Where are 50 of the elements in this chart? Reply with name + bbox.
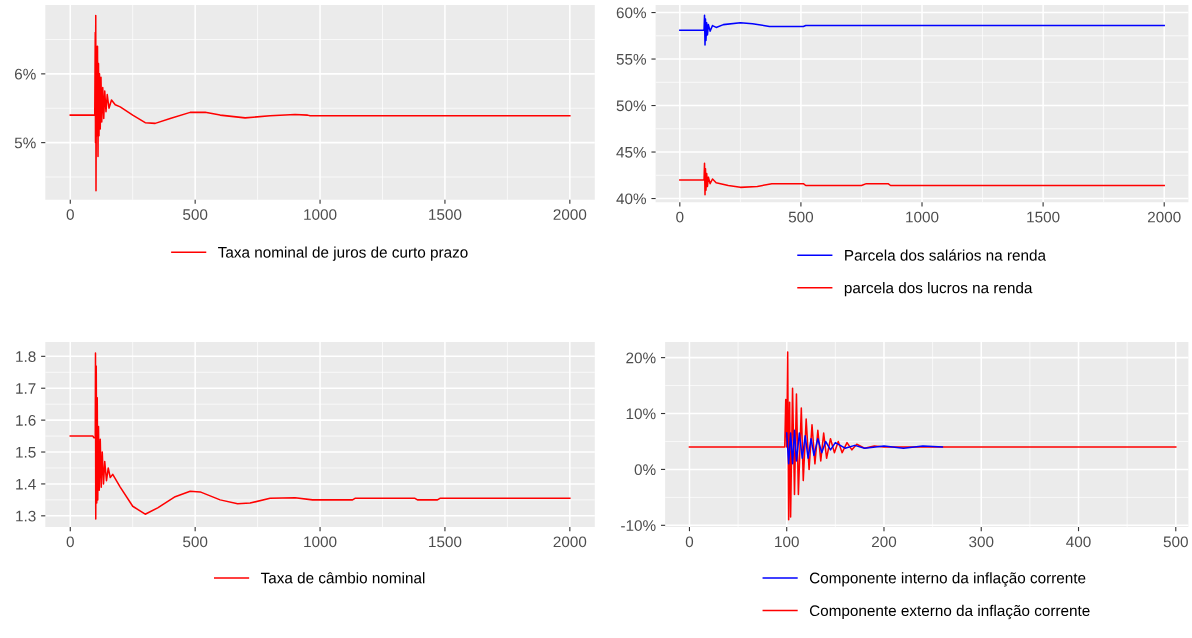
- x-tick-label: 1000: [304, 209, 337, 220]
- x-tick-label: 1000: [906, 211, 939, 223]
- y-tick-label: 0%: [634, 464, 656, 476]
- x-tick-label: 0: [66, 536, 74, 548]
- y-tick-label: 20%: [626, 352, 656, 364]
- line-series: [69, 14, 571, 192]
- x-tick-label: 0: [676, 211, 684, 223]
- line-series: [679, 14, 1165, 46]
- line-series: [688, 351, 1177, 521]
- x-tick-label: 2000: [1147, 211, 1181, 223]
- y-tick-label: 1.6: [16, 414, 36, 426]
- y-tick-label: 1.4: [16, 478, 36, 490]
- y-tick-label: 10%: [626, 408, 656, 420]
- x-tick-label: 2000: [553, 209, 587, 220]
- legend-label: Componente externo da inflação corrente: [809, 604, 1090, 620]
- y-tick-label: 1.5: [16, 447, 36, 458]
- x-tick-label: 1500: [1027, 211, 1060, 223]
- x-tick-label: 2000: [553, 536, 587, 548]
- y-tick-label: 60%: [616, 7, 647, 19]
- line-series: [679, 162, 1165, 196]
- y-tick-label: 1.3: [16, 510, 36, 522]
- line-series: [785, 429, 944, 465]
- y-tick-label: 50%: [616, 100, 647, 112]
- y-tick-label: 6%: [14, 68, 36, 80]
- legend-label: Taxa nominal de juros de curto prazo: [218, 246, 468, 261]
- legend-label: Parcela dos salários na renda: [845, 249, 1046, 261]
- x-tick-label: 0: [685, 536, 694, 548]
- legend-label: parcela dos lucros na renda: [844, 282, 1033, 297]
- y-tick-label: 40%: [616, 193, 647, 205]
- x-tick-label: 100: [775, 536, 799, 548]
- x-tick-label: 400: [1066, 536, 1091, 548]
- legend-label: Componente interno da inflação corrente: [809, 572, 1086, 587]
- x-tick-label: 500: [183, 536, 208, 548]
- legend-label: Taxa de câmbio nominal: [260, 572, 425, 584]
- x-tick-label: 200: [872, 536, 897, 548]
- x-tick-label: 300: [969, 536, 994, 548]
- x-tick-label: 0: [66, 209, 74, 220]
- y-tick-label: 1.7: [16, 383, 36, 394]
- x-tick-label: 1500: [429, 209, 462, 220]
- y-tick-label: 55%: [616, 53, 647, 65]
- y-tick-label: 5%: [14, 137, 36, 149]
- x-tick-label: 1500: [429, 536, 462, 548]
- x-tick-label: 500: [1163, 536, 1188, 548]
- x-tick-label: 1000: [304, 536, 337, 548]
- x-tick-label: 500: [183, 209, 208, 220]
- y-tick-label: 1.8: [16, 351, 36, 363]
- line-series: [69, 352, 571, 520]
- x-tick-label: 500: [788, 211, 814, 223]
- y-tick-label: 45%: [616, 146, 647, 158]
- y-tick-label: -10%: [621, 520, 656, 531]
